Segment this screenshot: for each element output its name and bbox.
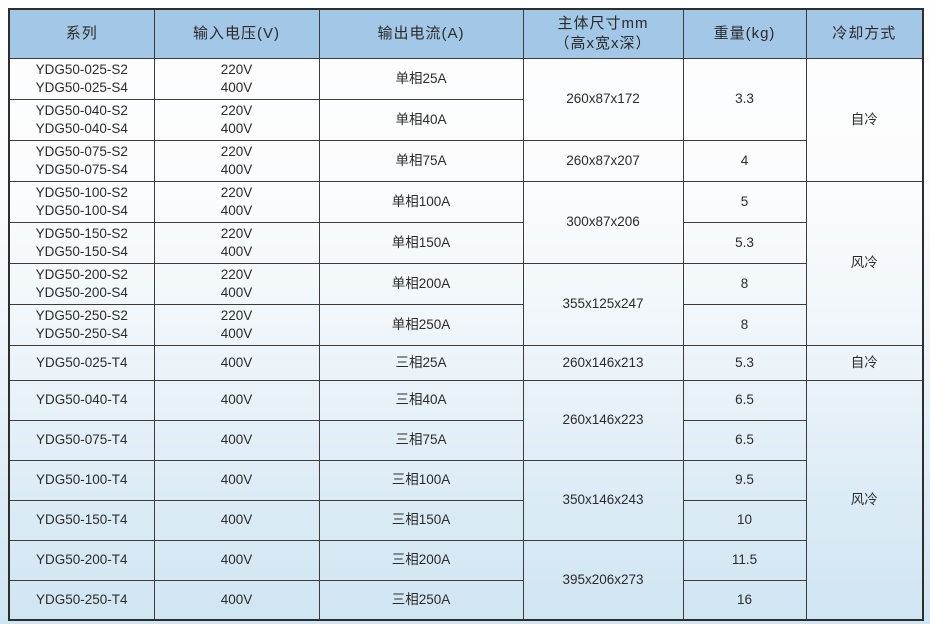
cell-dimensions: 300x87x206 (522, 180, 684, 264)
table-row: YDG50-025-S2 YDG50-025-S4 220V 400V 单相25… (8, 57, 924, 182)
cell-voltage: 220V 400V (153, 57, 320, 100)
cell-dimensions: 260x146x213 (522, 344, 684, 381)
cell-voltage: 400V (153, 379, 320, 421)
table-row: YDG50-075-T4 400V 三相75A 6.5 (8, 419, 923, 461)
cell-dimensions: 350x146x243 (522, 459, 684, 541)
cell-series: YDG50-040-S2 YDG50-040-S4 (8, 98, 155, 141)
cell-dimensions: 260x87x172 (522, 57, 684, 141)
cell-series: YDG50-100-S2 YDG50-100-S4 (8, 180, 155, 223)
cell-voltage: 220V 400V (153, 180, 320, 223)
cell-voltage: 400V (153, 539, 320, 581)
cell-current: 单相75A (318, 139, 524, 182)
cell-current: 单相100A (318, 180, 524, 223)
cell-current: 三相25A (318, 344, 524, 381)
cell-voltage: 400V (153, 344, 320, 381)
table-row: YDG50-250-T4 400V 三相250A 16 (8, 579, 923, 621)
cell-weight: 10 (682, 499, 807, 541)
cell-cooling: 风冷 (805, 180, 924, 346)
table-row: YDG50-025-T4 400V 三相25A 260x146x213 5.3 … (8, 344, 924, 381)
cell-cooling: 自冷 (805, 344, 924, 381)
cell-weight: 11.5 (682, 539, 807, 581)
cell-series: YDG50-250-S2 YDG50-250-S4 (8, 303, 155, 346)
table-row: YDG50-075-S2 YDG50-075-S4 220V 400V 单相75… (8, 139, 923, 182)
cell-voltage: 400V (153, 499, 320, 541)
cell-current: 三相150A (318, 499, 524, 541)
cell-series: YDG50-200-S2 YDG50-200-S4 (8, 262, 155, 305)
cell-current: 单相200A (318, 262, 524, 305)
cell-series: YDG50-100-T4 (8, 459, 155, 501)
cell-series: YDG50-025-T4 (8, 344, 155, 381)
cell-voltage: 220V 400V (153, 303, 320, 346)
cell-current: 单相25A (318, 57, 524, 100)
cell-series: YDG50-150-T4 (8, 499, 155, 541)
cell-dimensions: 395x206x273 (522, 539, 684, 621)
cell-voltage: 220V 400V (153, 262, 320, 305)
table-row: YDG50-250-S2 YDG50-250-S4 220V 400V 单相25… (8, 303, 923, 346)
cell-series: YDG50-075-S2 YDG50-075-S4 (8, 139, 155, 182)
table-row: YDG50-100-S2 YDG50-100-S4 220V 400V 单相10… (8, 180, 924, 346)
header-dimensions: 主体尺寸mm （高x宽x深） (522, 8, 684, 59)
cell-voltage: 400V (153, 419, 320, 461)
cell-weight: 6.5 (682, 419, 807, 461)
table-row: YDG50-200-T4 400V 三相200A 395x206x273 11.… (8, 539, 923, 621)
table-row: YDG50-150-S2 YDG50-150-S4 220V 400V 单相15… (8, 221, 923, 264)
table-header-row: 系列 输入电压(V) 输出电流(A) 主体尺寸mm （高x宽x深） 重量(kg)… (8, 8, 924, 59)
cell-series: YDG50-150-S2 YDG50-150-S4 (8, 221, 155, 264)
cell-cooling: 风冷 (805, 379, 924, 621)
cell-series: YDG50-025-S2 YDG50-025-S4 (8, 57, 155, 100)
cell-voltage: 220V 400V (153, 98, 320, 141)
header-weight: 重量(kg) (682, 8, 807, 59)
cell-current: 三相100A (318, 459, 524, 501)
cell-weight: 5.3 (682, 221, 807, 264)
cell-weight: 3.3 (682, 57, 807, 141)
cell-series: YDG50-200-T4 (8, 539, 155, 581)
table-row: YDG50-150-T4 400V 三相150A 10 (8, 499, 923, 541)
cell-series: YDG50-075-T4 (8, 419, 155, 461)
cell-current: 单相40A (318, 98, 524, 141)
product-spec-table: 系列 输入电压(V) 输出电流(A) 主体尺寸mm （高x宽x深） 重量(kg)… (8, 8, 924, 621)
cell-dimensions: 260x146x223 (522, 379, 684, 461)
cell-weight: 5 (682, 180, 807, 223)
table-row: YDG50-040-S2 YDG50-040-S4 220V 400V 单相40… (8, 98, 923, 141)
cell-voltage: 400V (153, 579, 320, 621)
cell-dimensions: 260x87x207 (522, 139, 684, 182)
header-cooling: 冷却方式 (805, 8, 924, 59)
table-row: YDG50-200-S2 YDG50-200-S4 220V 400V 单相20… (8, 262, 923, 346)
cell-series: YDG50-250-T4 (8, 579, 155, 621)
cell-weight: 8 (682, 262, 807, 305)
cell-dimensions: 355x125x247 (522, 262, 684, 346)
header-input-voltage: 输入电压(V) (153, 8, 320, 59)
cell-current: 单相250A (318, 303, 524, 346)
cell-current: 三相40A (318, 379, 524, 421)
cell-weight: 9.5 (682, 459, 807, 501)
cell-current: 三相200A (318, 539, 524, 581)
cell-current: 三相75A (318, 419, 524, 461)
table-row: YDG50-100-T4 400V 三相100A 350x146x243 9.5 (8, 459, 923, 541)
cell-cooling: 自冷 (805, 57, 924, 182)
cell-voltage: 220V 400V (153, 221, 320, 264)
cell-weight: 6.5 (682, 379, 807, 421)
header-output-current: 输出电流(A) (318, 8, 524, 59)
cell-weight: 4 (682, 139, 807, 182)
cell-weight: 8 (682, 303, 807, 346)
cell-voltage: 220V 400V (153, 139, 320, 182)
table-row: YDG50-040-T4 400V 三相40A 260x146x223 6.5 … (8, 379, 924, 621)
cell-voltage: 400V (153, 459, 320, 501)
cell-weight: 16 (682, 579, 807, 621)
cell-series: YDG50-040-T4 (8, 379, 155, 421)
cell-weight: 5.3 (682, 344, 807, 381)
header-series: 系列 (8, 8, 155, 59)
cell-current: 三相250A (318, 579, 524, 621)
cell-current: 单相150A (318, 221, 524, 264)
